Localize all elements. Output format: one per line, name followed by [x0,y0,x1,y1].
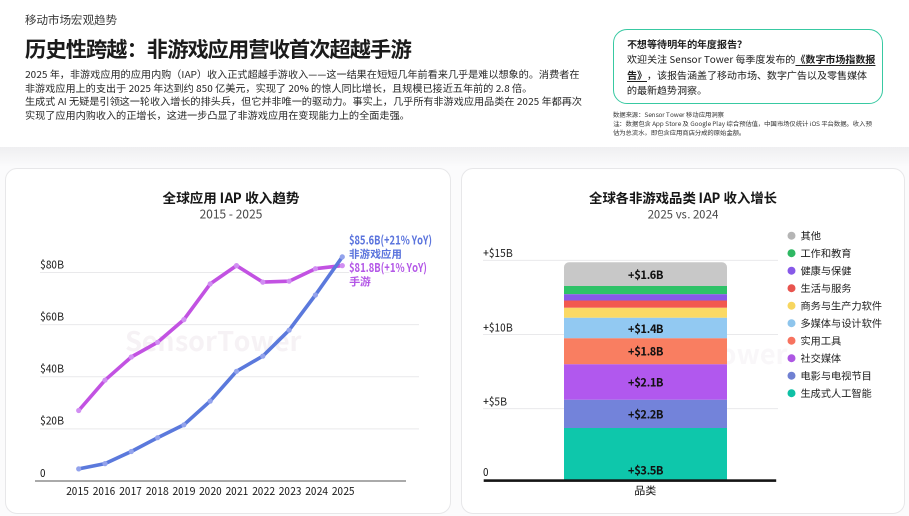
svg-text:2021: 2021 [225,483,248,498]
svg-text:2022: 2022 [252,483,275,498]
svg-text:$60B: $60B [40,308,64,323]
svg-text:2015: 2015 [66,483,89,498]
svg-text:$20B: $20B [40,413,64,428]
svg-text:生成式人工智能: 生成式人工智能 [801,385,872,400]
svg-text:0: 0 [483,464,489,479]
svg-text:商务与生产力软件: 商务与生产力软件 [801,298,883,313]
svg-text:+$2.2B: +$2.2B [628,406,663,422]
svg-text:2018: 2018 [146,483,169,498]
svg-text:2024: 2024 [305,483,328,498]
svg-text:2025 vs. 2024: 2025 vs. 2024 [648,207,719,223]
svg-text:+$5B: +$5B [482,393,507,408]
svg-text:+$15B: +$15B [482,245,513,260]
svg-text:2016: 2016 [93,483,116,498]
svg-text:+$2.1B: +$2.1B [628,375,663,391]
svg-text:工作和教育: 工作和教育 [801,245,852,260]
svg-text:+$3.5B: +$3.5B [628,463,663,479]
svg-text:多媒体与设计软件: 多媒体与设计软件 [801,315,883,330]
svg-text:$85.6B(+21% YoY): $85.6B(+21% YoY) [349,232,432,249]
svg-text:健康与保健: 健康与保健 [801,263,852,278]
svg-text:SensorTower: SensorTower [125,320,302,359]
svg-text:品类: 品类 [635,483,657,499]
svg-text:其他: 其他 [801,228,822,243]
svg-text:2020: 2020 [199,483,222,498]
svg-text:2023: 2023 [279,483,302,498]
svg-text:2025: 2025 [332,483,355,498]
svg-text:社交媒体: 社交媒体 [801,350,842,365]
svg-text:+$1.8B: +$1.8B [628,344,663,360]
svg-text:全球各非游戏品类 IAP 收入增长: 全球各非游戏品类 IAP 收入增长 [589,187,777,207]
svg-text:0: 0 [40,465,46,480]
svg-text:+$1.4B: +$1.4B [628,321,663,337]
svg-text:全球应用 IAP 收入趋势: 全球应用 IAP 收入趋势 [163,187,300,207]
svg-text:2019: 2019 [172,483,195,498]
svg-text:$81.8B(+1% YoY): $81.8B(+1% YoY) [349,259,427,276]
svg-text:$40B: $40B [40,361,64,376]
svg-text:2017: 2017 [119,483,142,498]
svg-text:+$10B: +$10B [482,319,513,334]
svg-text:生活与服务: 生活与服务 [801,280,853,295]
svg-text:2015 - 2025: 2015 - 2025 [200,206,263,223]
svg-text:+$1.6B: +$1.6B [628,267,663,283]
svg-text:$80B: $80B [40,256,64,271]
svg-text:手游: 手游 [349,274,371,290]
svg-text:实用工具: 实用工具 [801,333,842,348]
svg-text:电影与电视节目: 电影与电视节目 [801,368,872,383]
svg-text:非游戏应用: 非游戏应用 [349,246,402,262]
